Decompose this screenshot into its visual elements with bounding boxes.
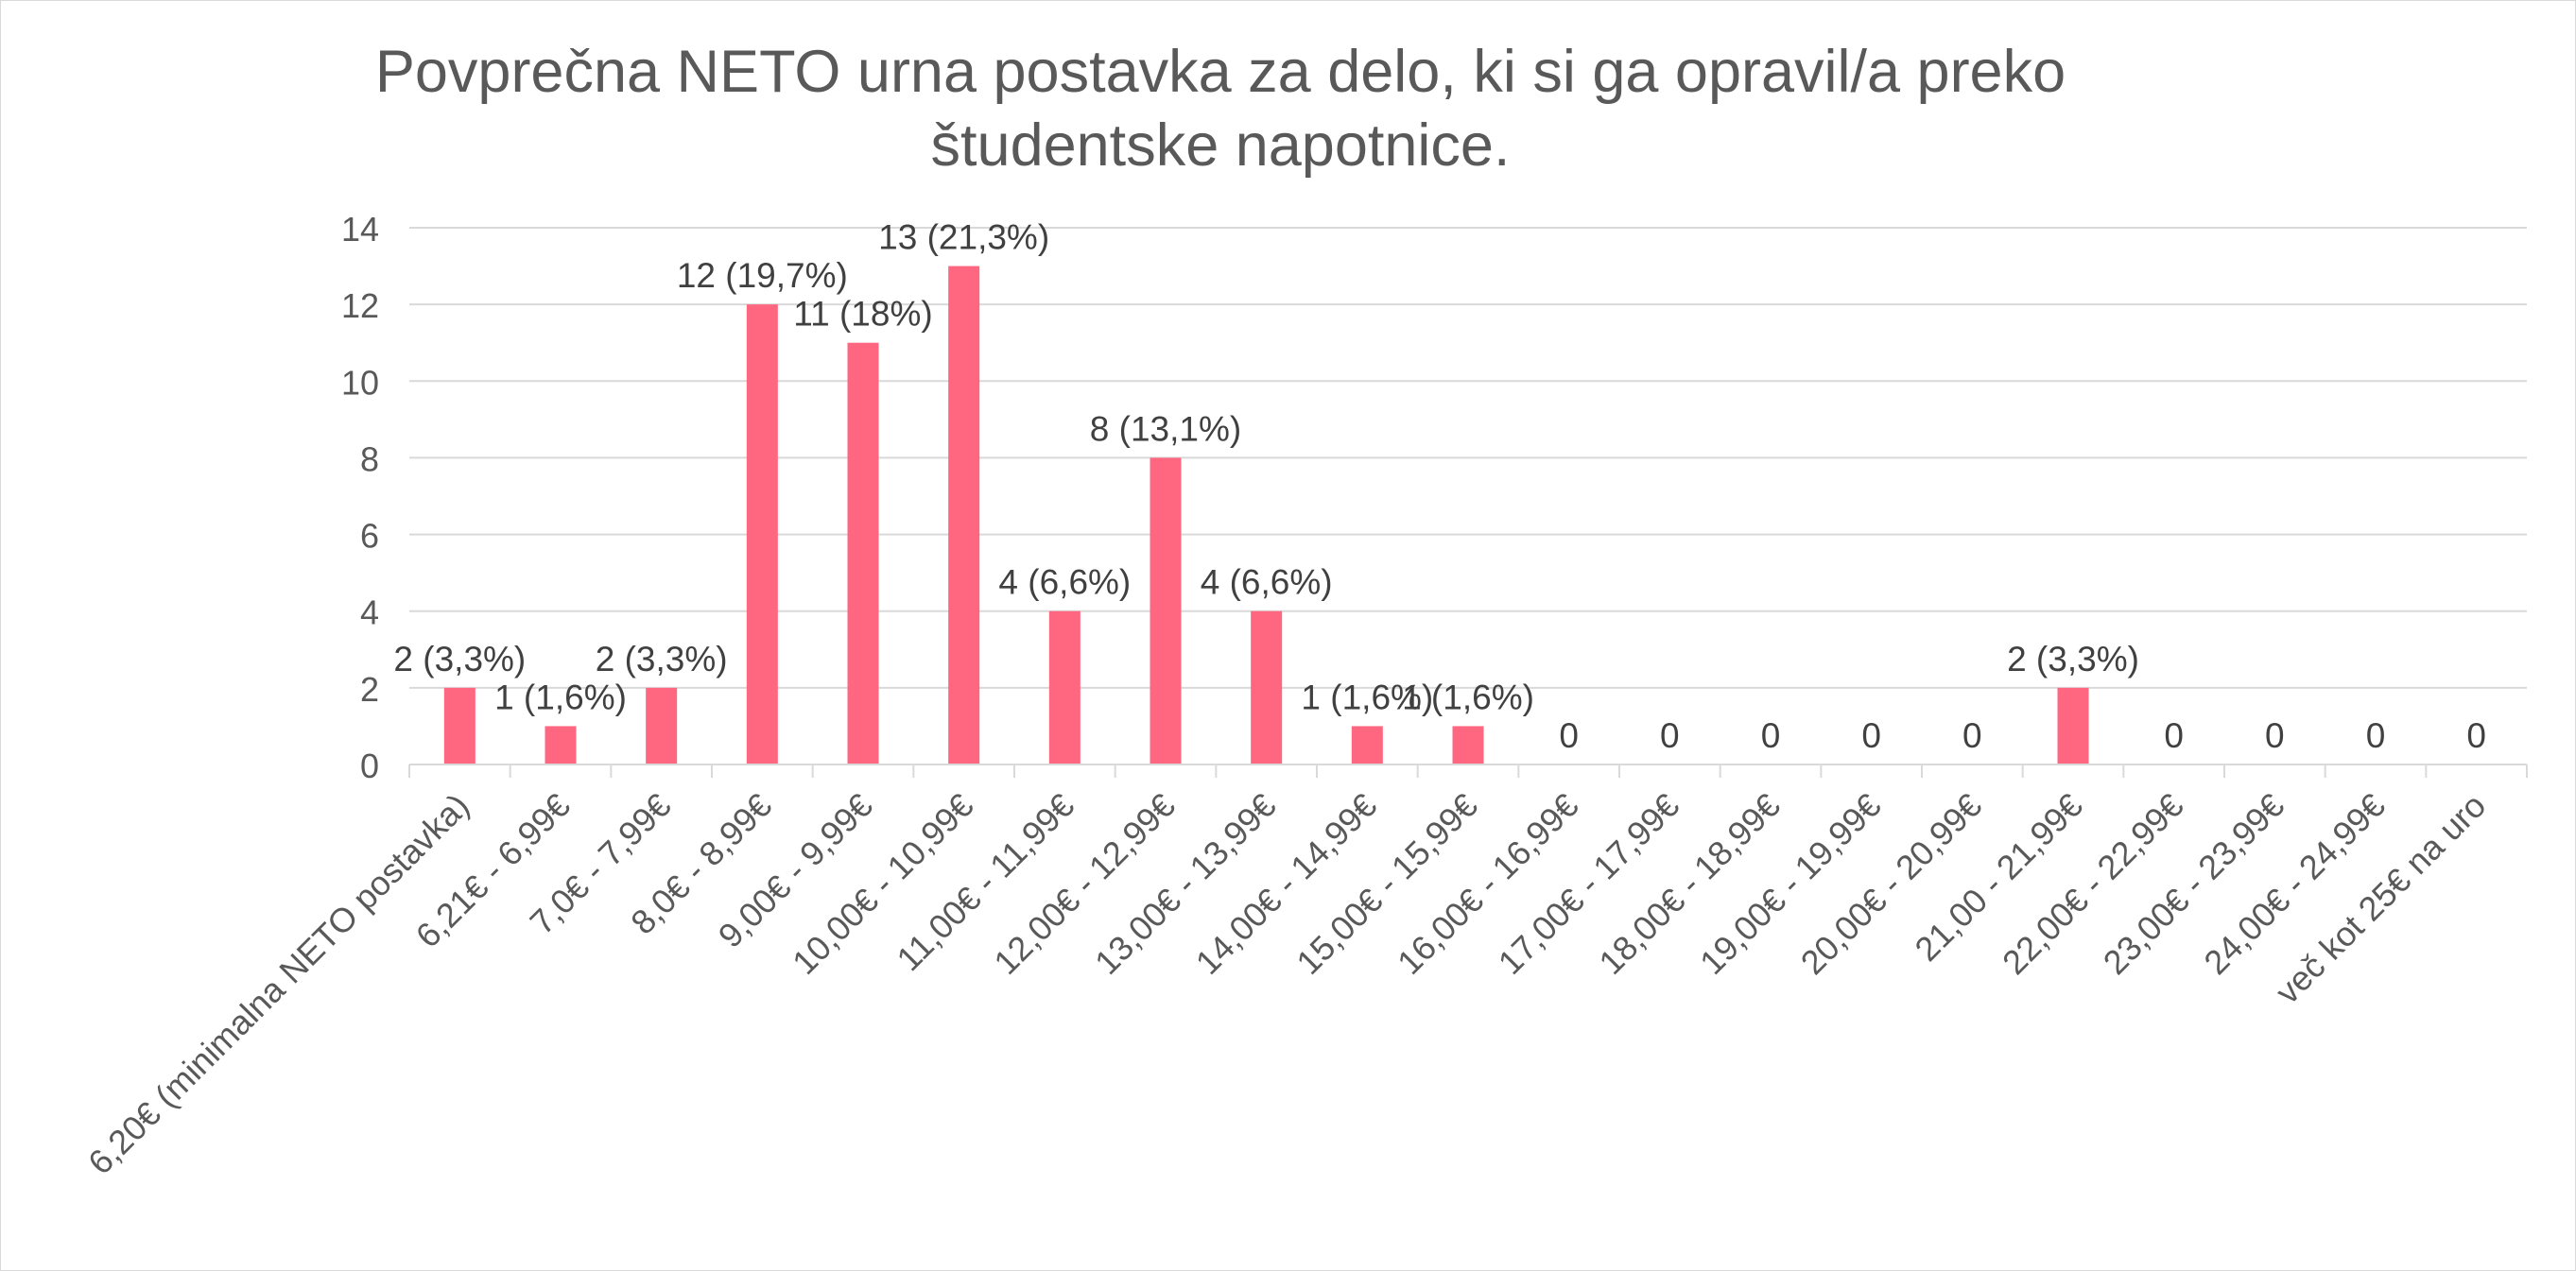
data-label: 0 <box>2366 716 2386 755</box>
data-label: 1 (1,6%) <box>1301 678 1433 716</box>
data-label: 0 <box>1962 716 1982 755</box>
x-category-label: 24,00€ - 24,99€ <box>2196 786 2392 982</box>
data-label: 8 (13,1%) <box>1090 409 1241 448</box>
bar <box>443 687 475 764</box>
x-axis-category-labels: 6,20€ (minimalna NETO postavka)6,21€ - 6… <box>80 786 2493 1182</box>
y-tick-label: 10 <box>341 363 379 402</box>
x-category-label: 16,00€ - 16,99€ <box>1390 786 1585 982</box>
data-label: 2 (3,3%) <box>596 640 728 678</box>
x-category-label: 19,00€ - 19,99€ <box>1692 786 1888 982</box>
bar <box>1251 610 1283 764</box>
bar <box>746 304 778 764</box>
x-axis <box>408 764 2528 778</box>
bar <box>1351 726 1383 764</box>
data-label: 0 <box>2466 716 2486 755</box>
bar <box>847 342 879 764</box>
data-label: 2 (3,3%) <box>393 640 526 678</box>
y-tick-label: 4 <box>360 593 379 632</box>
data-label: 4 (6,6%) <box>1201 563 1333 602</box>
data-label: 0 <box>2164 716 2184 755</box>
data-label: 12 (19,7%) <box>677 256 848 295</box>
x-category-label: 18,00€ - 18,99€ <box>1591 786 1787 982</box>
data-label: 1 (1,6%) <box>494 678 627 716</box>
y-tick-label: 12 <box>341 286 379 325</box>
x-category-label: 22,00€ - 22,99€ <box>1995 786 2190 982</box>
bar <box>646 687 678 764</box>
bar <box>1150 457 1182 764</box>
bar <box>1048 610 1081 764</box>
data-label: 0 <box>1660 716 1680 755</box>
data-label: 0 <box>1559 716 1579 755</box>
x-category-label: 11,00€ - 11,99€ <box>889 786 1081 979</box>
bars <box>443 266 2089 765</box>
bar <box>2057 687 2089 764</box>
x-category-label: 15,00€ - 15,99€ <box>1288 786 1484 982</box>
x-category-label: 12,00€ - 12,99€ <box>986 786 1182 982</box>
x-category-label: 23,00€ - 23,99€ <box>2096 786 2291 982</box>
data-label: 1 (1,6%) <box>1402 678 1534 716</box>
data-label: 11 (18%) <box>793 295 932 334</box>
y-axis-tick-labels: 0 2 4 6 8 10 12 14 <box>341 210 379 785</box>
y-tick-label: 2 <box>360 670 379 709</box>
x-category-label: 13,00€ - 13,99€ <box>1087 786 1283 982</box>
x-category-label: 14,00€ - 14,99€ <box>1188 786 1384 982</box>
gridlines <box>409 227 2527 689</box>
x-category-label: 6,20€ (minimalna NETO postavka) <box>80 786 476 1182</box>
data-label: 0 <box>2265 716 2285 755</box>
data-labels: 2 (3,3%)1 (1,6%)2 (3,3%)12 (19,7%)11 (18… <box>393 218 2486 755</box>
y-tick-label: 8 <box>360 439 379 478</box>
x-category-label: 17,00€ - 17,99€ <box>1491 786 1686 982</box>
data-label: 0 <box>1861 716 1881 755</box>
y-tick-label: 0 <box>360 747 379 785</box>
data-label: 13 (21,3%) <box>878 218 1049 257</box>
x-category-label: 20,00€ - 20,99€ <box>1793 786 1989 982</box>
bar <box>948 266 980 765</box>
data-label: 0 <box>1761 716 1781 755</box>
y-tick-label: 14 <box>341 210 379 249</box>
bar <box>1452 726 1484 764</box>
bar <box>545 726 577 764</box>
data-label: 4 (6,6%) <box>998 563 1131 602</box>
data-label: 2 (3,3%) <box>2007 640 2139 678</box>
y-tick-label: 6 <box>360 517 379 556</box>
chart-title: Povprečna NETO urna postavka za delo, ki… <box>374 39 2066 179</box>
x-category-label: 10,00€ - 10,99€ <box>785 786 980 982</box>
